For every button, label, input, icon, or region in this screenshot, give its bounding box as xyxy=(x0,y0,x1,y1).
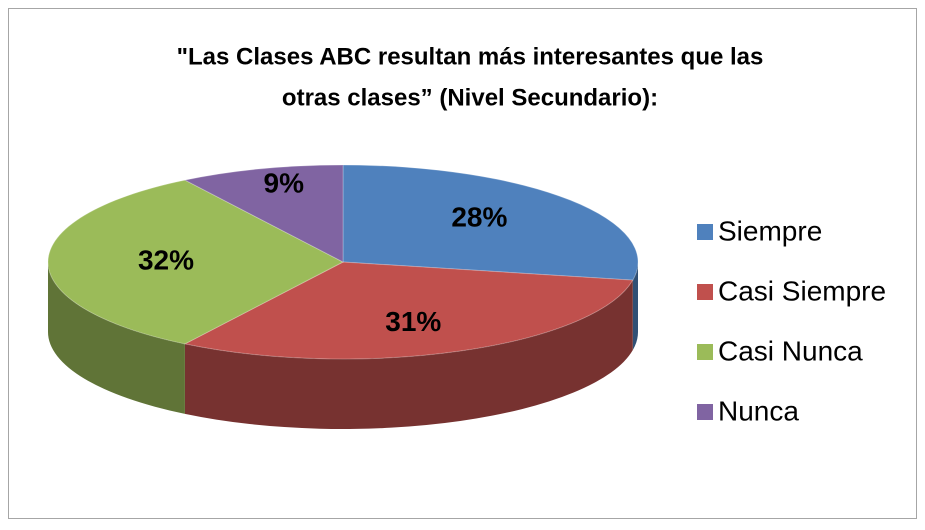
data-label: 32% xyxy=(138,244,194,275)
legend-label: Siempre xyxy=(718,215,822,246)
slice xyxy=(47,179,345,345)
data-label: 9% xyxy=(264,167,305,198)
legend-label: Casi Nunca xyxy=(718,335,863,366)
slice xyxy=(183,261,634,360)
data-label: 28% xyxy=(451,202,507,233)
chart-title: "Las Clases ABC resultan más interesante… xyxy=(177,43,764,70)
chart-title: otras clases” (Nivel Secundario): xyxy=(282,84,658,111)
legend-swatch xyxy=(697,344,713,360)
legend-swatch xyxy=(697,404,713,420)
slice-side xyxy=(632,262,638,351)
slice xyxy=(342,164,639,281)
legend-label: Nunca xyxy=(718,395,799,426)
data-label: 31% xyxy=(385,306,441,337)
slice-side xyxy=(48,262,185,414)
legend-swatch xyxy=(697,284,713,300)
legend-label: Casi Siempre xyxy=(718,275,886,306)
legend-swatch xyxy=(697,224,713,240)
slice-side xyxy=(184,280,633,429)
slice xyxy=(183,164,344,263)
